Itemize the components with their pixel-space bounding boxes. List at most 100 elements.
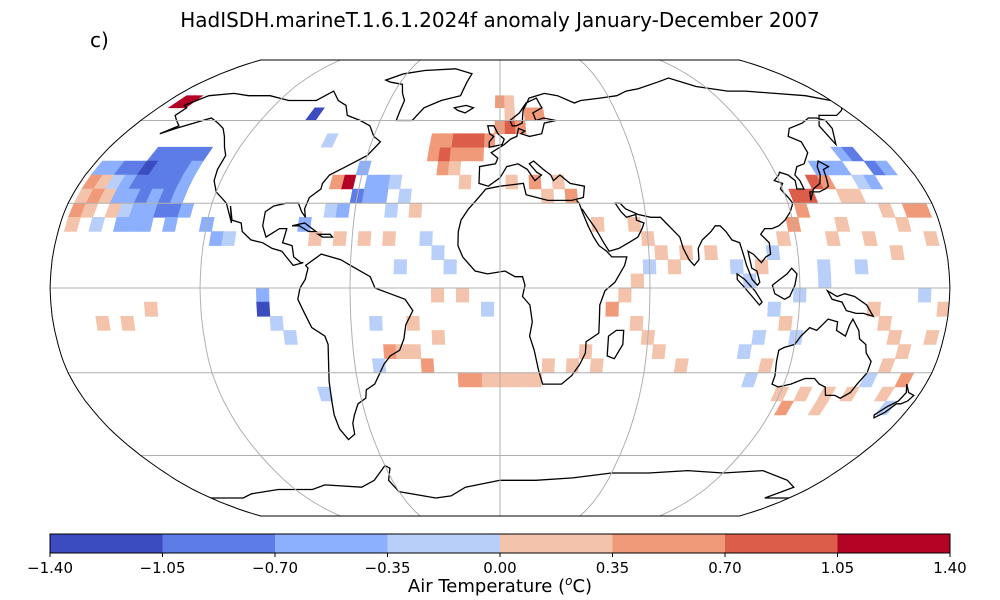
anomaly-cell bbox=[458, 174, 472, 190]
colorbar-bin bbox=[837, 534, 950, 553]
anomaly-cell bbox=[408, 202, 423, 218]
anomaly-cell bbox=[751, 330, 767, 345]
panel-label: c) bbox=[90, 28, 109, 52]
coast-new-guinea bbox=[825, 289, 875, 318]
anomaly-cell bbox=[436, 160, 450, 176]
anomaly-cell bbox=[420, 358, 435, 374]
anomaly-cell bbox=[816, 386, 837, 402]
colorbar-tick-label: 1.40 bbox=[933, 559, 967, 577]
anomaly-cell bbox=[736, 344, 752, 359]
anomaly-cell bbox=[817, 273, 832, 289]
coast-new-zealand bbox=[873, 383, 915, 419]
anomaly-cell bbox=[854, 259, 869, 275]
anomaly-cell bbox=[873, 386, 896, 402]
colorbar-tick-label: −0.35 bbox=[364, 559, 411, 577]
anomaly-cell bbox=[397, 188, 412, 204]
anomaly-cell bbox=[387, 174, 403, 190]
anomaly-cell bbox=[793, 202, 811, 218]
graticule bbox=[50, 60, 950, 516]
anomaly-cell bbox=[471, 146, 485, 162]
coast-arabia-asia bbox=[581, 107, 843, 287]
colorbar-bin bbox=[162, 534, 275, 553]
anomaly-cell bbox=[269, 316, 284, 331]
colorbar-tick-label: 0.35 bbox=[595, 559, 630, 577]
anomaly-cell bbox=[335, 202, 351, 218]
anomaly-cell bbox=[627, 217, 642, 232]
anomaly-cell bbox=[332, 231, 347, 246]
anomaly-cell bbox=[778, 316, 793, 331]
anomaly-cell bbox=[429, 133, 443, 148]
anomaly-cell bbox=[431, 245, 445, 260]
colorbar-tick-label: −0.70 bbox=[252, 559, 298, 577]
anomaly-cell bbox=[541, 358, 556, 374]
anomaly-cell bbox=[316, 386, 334, 402]
anomaly-cell bbox=[741, 372, 759, 388]
coast-uk bbox=[486, 125, 505, 149]
anomaly-cell bbox=[373, 188, 389, 204]
anomaly-cell bbox=[793, 386, 813, 402]
colorbar-tick-label: −1.05 bbox=[139, 559, 186, 577]
anomaly-cell bbox=[540, 188, 555, 204]
anomaly-cell bbox=[369, 316, 383, 331]
anomaly-cell bbox=[461, 133, 475, 148]
anomaly-cell bbox=[297, 217, 312, 232]
anomaly-cell bbox=[630, 273, 645, 289]
anomaly-cell bbox=[923, 330, 940, 345]
colorbar-tick-label: −1.40 bbox=[27, 559, 73, 577]
coast-iceland bbox=[452, 104, 475, 114]
colorbar bbox=[49, 533, 951, 557]
anomaly-cell bbox=[589, 358, 604, 374]
anomaly-cell bbox=[175, 95, 204, 109]
anomaly-cell bbox=[449, 146, 463, 162]
anomaly-cell bbox=[328, 174, 345, 190]
anomaly-cell bbox=[816, 259, 832, 275]
anomaly-cell bbox=[877, 316, 893, 331]
anomaly-cell bbox=[406, 316, 420, 331]
colorbar-tick-label: 0.70 bbox=[708, 559, 742, 577]
anomaly-cell bbox=[629, 316, 644, 331]
anomaly-cell bbox=[88, 217, 106, 232]
anomaly-cell bbox=[654, 245, 669, 260]
colorbar-bin bbox=[725, 534, 838, 553]
anomaly-cell bbox=[564, 188, 579, 204]
coast-hispaniola bbox=[315, 233, 334, 238]
anomaly-cell bbox=[382, 231, 397, 246]
coast-cuba bbox=[291, 222, 318, 233]
anomaly-cell bbox=[923, 231, 940, 246]
coast-madagascar bbox=[606, 329, 625, 360]
colorbar-label: Air Temperature (oC) bbox=[407, 574, 593, 597]
anomaly-cell bbox=[95, 316, 111, 331]
anomaly-cell bbox=[936, 301, 950, 317]
anomaly-cell bbox=[430, 287, 445, 303]
anomaly-cell bbox=[834, 217, 851, 232]
anomaly-cell bbox=[481, 372, 495, 388]
anomaly-cell bbox=[505, 372, 519, 388]
anomaly-cell bbox=[667, 259, 682, 275]
anomaly-cell bbox=[703, 245, 719, 260]
coast-north-america bbox=[159, 90, 382, 267]
colorbar-bin bbox=[275, 534, 388, 553]
anomaly-cell bbox=[824, 231, 841, 246]
map-title: HadISDH.marineT.1.6.1.2024f anomaly Janu… bbox=[180, 8, 820, 32]
globe-outline bbox=[49, 59, 951, 517]
anomaly-cell bbox=[307, 231, 323, 246]
anomaly-cell bbox=[504, 95, 515, 109]
anomaly-cell bbox=[426, 146, 441, 162]
anomaly-cell bbox=[162, 217, 179, 232]
anomaly-cell bbox=[304, 107, 325, 121]
anomaly-cell bbox=[605, 301, 619, 317]
anomaly-cell bbox=[651, 344, 667, 359]
anomaly-cell bbox=[767, 301, 782, 317]
colorbar-bin bbox=[612, 534, 725, 553]
anomaly-cell bbox=[255, 287, 270, 303]
anomaly-cell bbox=[457, 372, 471, 388]
anomaly-cell bbox=[886, 330, 903, 345]
anomaly-cell bbox=[894, 372, 915, 388]
anomaly-cell bbox=[120, 316, 136, 331]
anomaly-cell bbox=[858, 372, 879, 388]
anomaly-cell bbox=[419, 231, 433, 246]
anomaly-cell bbox=[861, 231, 878, 246]
anomaly-cell bbox=[438, 146, 452, 162]
colorbar-bin bbox=[50, 534, 163, 553]
